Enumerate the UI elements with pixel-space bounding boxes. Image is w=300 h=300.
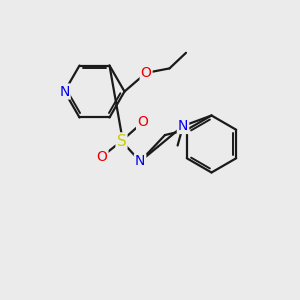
Text: O: O xyxy=(137,116,148,129)
Text: N: N xyxy=(178,119,188,133)
Text: N: N xyxy=(135,154,145,168)
Text: S: S xyxy=(117,134,126,148)
Text: N: N xyxy=(59,85,70,98)
Text: O: O xyxy=(97,150,107,164)
Text: O: O xyxy=(141,66,152,80)
